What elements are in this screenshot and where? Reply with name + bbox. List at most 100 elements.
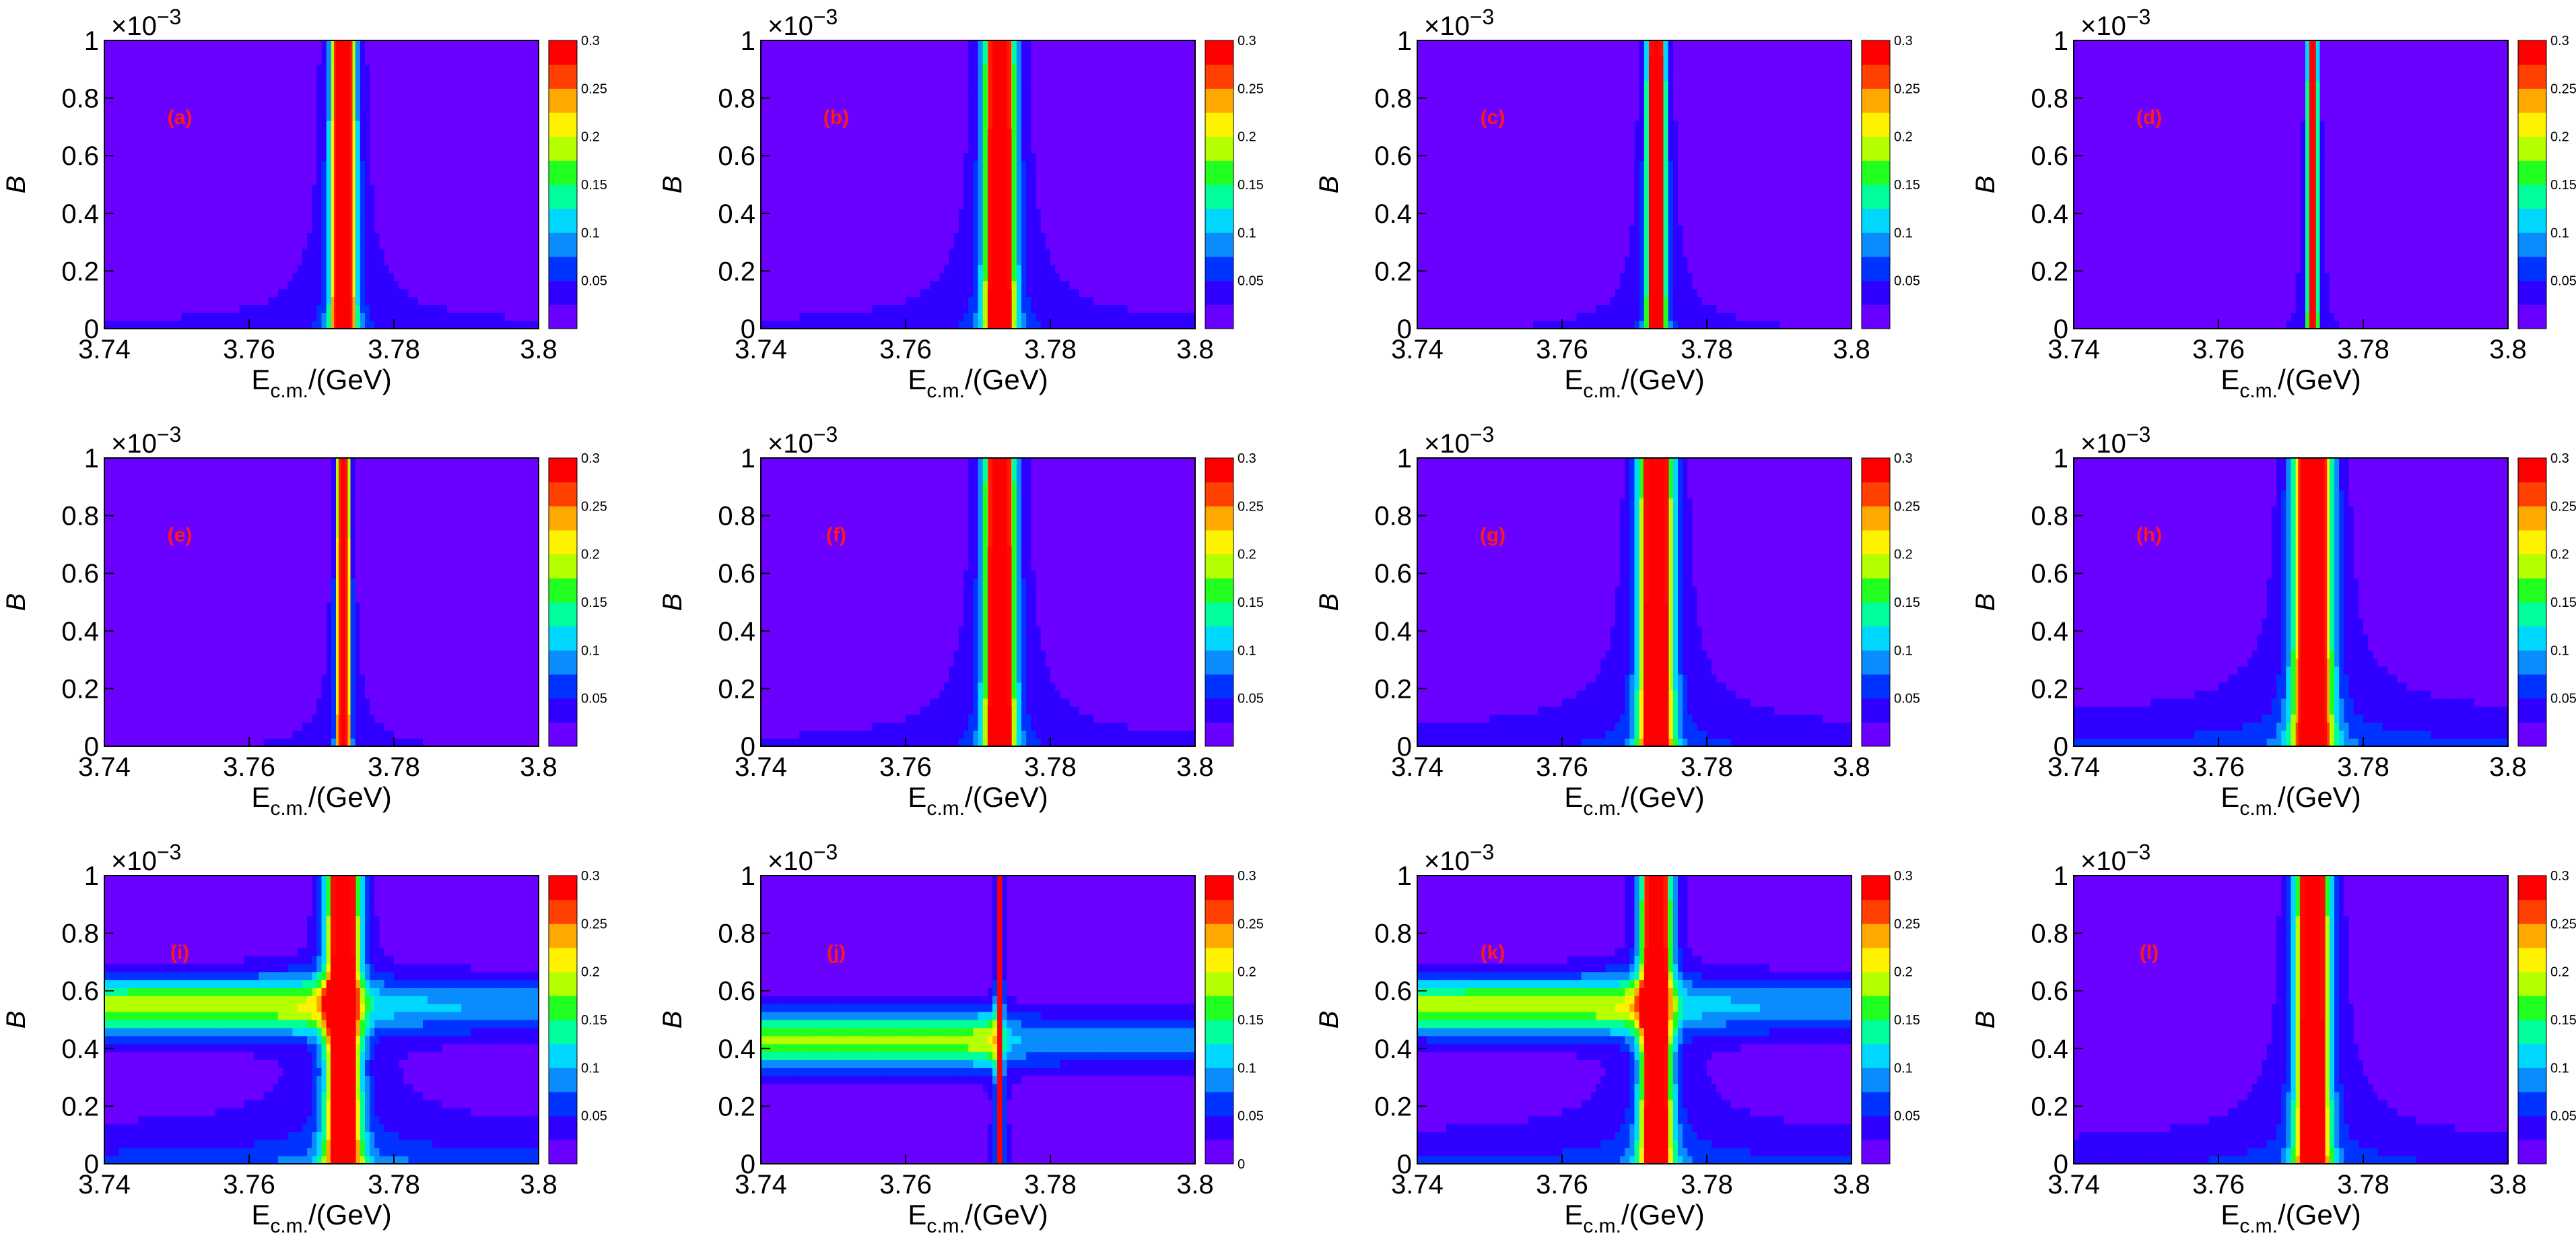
heatmap-cell — [533, 224, 539, 233]
heatmap-cell — [244, 296, 250, 305]
heatmap-cell — [871, 112, 877, 121]
heatmap-cell — [929, 88, 935, 97]
heatmap-cell — [944, 240, 950, 249]
heatmap-cell — [833, 80, 839, 89]
heatmap-cell — [307, 232, 312, 241]
heatmap-cell — [935, 216, 940, 226]
heatmap-cell — [210, 240, 216, 249]
heatmap-cell — [360, 216, 366, 226]
heatmap-cell — [978, 296, 984, 305]
heatmap-cell — [244, 313, 250, 321]
heatmap-cell — [133, 128, 139, 137]
heatmap-cell — [775, 313, 781, 321]
heatmap-cell — [766, 264, 771, 273]
heatmap-cell — [230, 296, 236, 305]
heatmap-cell — [167, 257, 172, 265]
heatmap-cell — [210, 296, 216, 305]
heatmap-cell — [370, 264, 375, 273]
heatmap-cell — [794, 321, 800, 329]
heatmap-cell — [152, 240, 158, 249]
heatmap-cell — [780, 249, 786, 257]
heatmap-cell — [234, 72, 240, 81]
heatmap-cell — [446, 288, 452, 298]
heatmap-cell — [978, 257, 984, 265]
heatmap-cell — [461, 240, 467, 249]
heatmap-cell — [799, 280, 805, 290]
heatmap-cell — [186, 104, 192, 113]
heatmap-cell — [128, 249, 134, 257]
heatmap-cell — [437, 232, 443, 241]
heatmap-cell — [466, 96, 472, 105]
heatmap-cell — [471, 240, 477, 249]
heatmap-cell — [399, 88, 404, 97]
heatmap-cell — [394, 112, 399, 121]
heatmap-cell — [953, 136, 959, 145]
heatmap-cell — [147, 240, 154, 249]
heatmap-cell — [365, 152, 370, 161]
heatmap-cell — [871, 264, 877, 273]
heatmap-cell — [230, 40, 236, 49]
heatmap-cell — [510, 313, 515, 321]
heatmap-cell — [118, 192, 125, 201]
heatmap-cell — [331, 104, 337, 113]
heatmap-cell — [924, 48, 930, 57]
heatmap-cell — [384, 200, 390, 209]
heatmap-cell — [804, 264, 810, 273]
heatmap-cell — [355, 40, 361, 49]
heatmap-cell — [766, 257, 771, 265]
heatmap-cell — [355, 313, 361, 321]
heatmap-cell — [259, 272, 265, 282]
heatmap-cell — [360, 56, 366, 65]
heatmap-cell — [524, 296, 530, 305]
heatmap-cell — [963, 192, 969, 201]
heatmap-cell — [268, 264, 274, 273]
heatmap-cell — [881, 216, 887, 226]
heatmap-cell — [780, 136, 786, 145]
heatmap-cell — [510, 152, 515, 161]
heatmap-cell — [316, 313, 323, 321]
heatmap-cell — [862, 240, 868, 249]
heatmap-cell — [871, 128, 877, 137]
heatmap-cell — [312, 272, 317, 282]
heatmap-cell — [321, 240, 327, 249]
heatmap-cell — [466, 72, 472, 81]
heatmap-cell — [312, 104, 317, 113]
heatmap-cell — [804, 96, 810, 105]
heatmap-cell — [201, 48, 207, 57]
heatmap-cell — [475, 288, 481, 298]
heatmap-cell — [963, 120, 969, 129]
heatmap-cell — [157, 72, 163, 81]
heatmap-cell — [968, 232, 974, 241]
heatmap-cell — [196, 280, 201, 290]
heatmap-cell — [939, 152, 945, 161]
heatmap-cell — [273, 104, 279, 113]
heatmap-cell — [283, 96, 288, 105]
heatmap-cell — [456, 64, 462, 73]
heatmap-cell — [355, 144, 361, 154]
heatmap-cell — [297, 160, 303, 169]
heatmap-cell — [210, 136, 216, 145]
heatmap-cell — [210, 144, 216, 154]
heatmap-cell — [360, 185, 366, 193]
heatmap-cell — [215, 288, 221, 298]
heatmap-cell — [302, 304, 308, 313]
heatmap-cell — [138, 321, 143, 329]
heatmap-cell — [379, 136, 385, 145]
heatmap-cell — [920, 257, 926, 265]
heatmap-cell — [128, 128, 134, 137]
heatmap-cell — [886, 249, 892, 257]
heatmap-cell — [857, 257, 863, 265]
heatmap-cell — [452, 321, 457, 329]
heatmap-cell — [813, 264, 819, 273]
heatmap-cell — [867, 152, 873, 161]
heatmap-cell — [249, 40, 255, 49]
heatmap-cell — [172, 208, 178, 218]
heatmap-cell — [886, 304, 892, 313]
heatmap-cell — [920, 216, 926, 226]
heatmap-cell — [210, 120, 216, 129]
heatmap-cell — [123, 296, 129, 305]
heatmap-cell — [770, 304, 776, 313]
heatmap-cell — [495, 136, 501, 145]
heatmap-cell — [891, 224, 897, 233]
heatmap-cell — [514, 185, 520, 193]
